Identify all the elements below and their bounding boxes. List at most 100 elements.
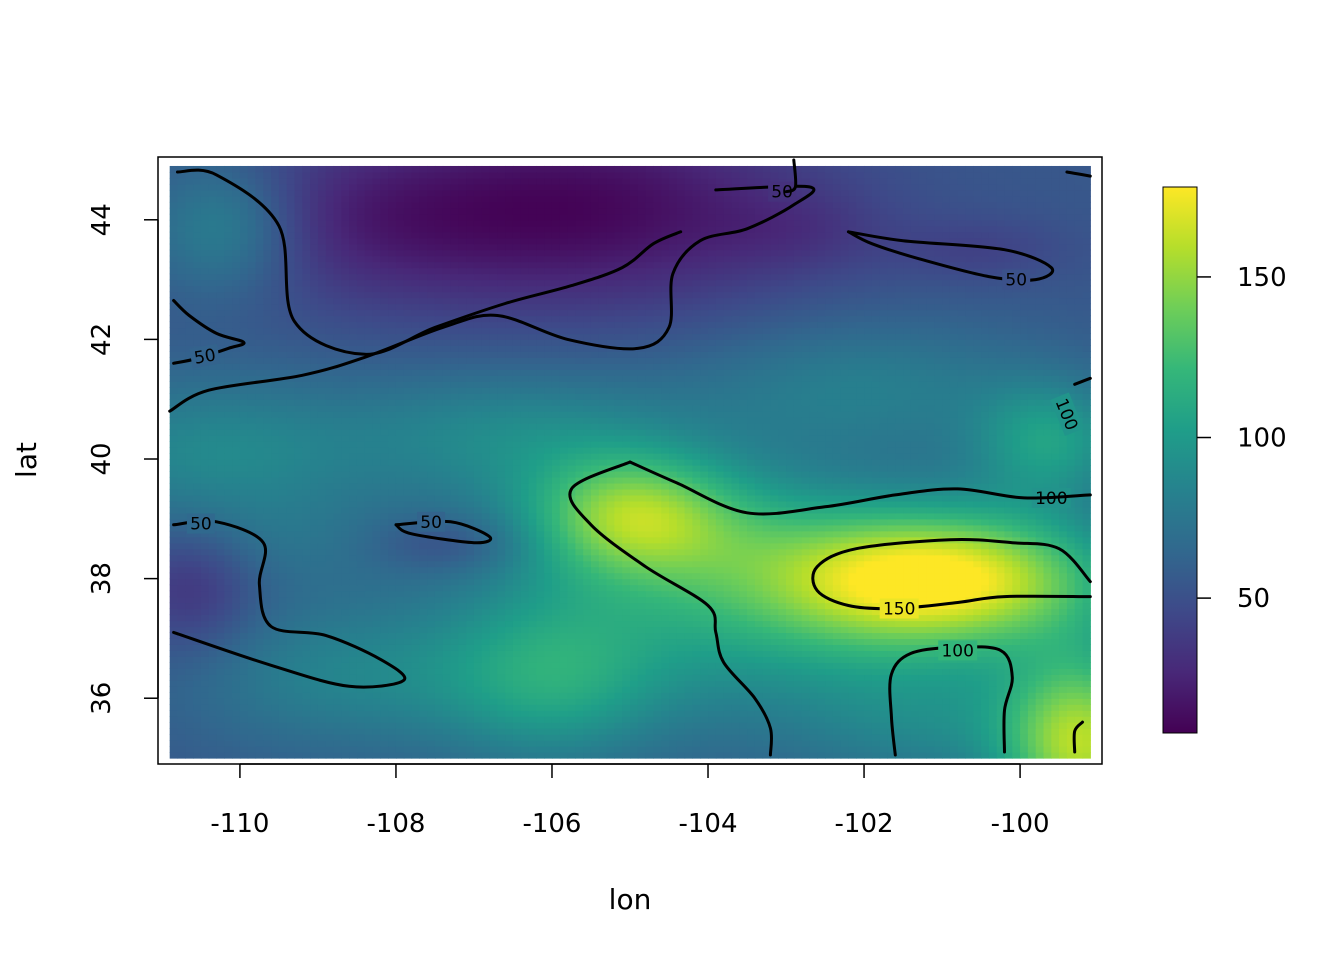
heat-cell: [708, 548, 717, 556]
heat-cell: [200, 656, 210, 663]
heat-cell: [333, 614, 342, 622]
heat-cell: [895, 698, 904, 705]
heat-cell: [489, 626, 498, 634]
heat-cell: [341, 554, 350, 562]
heat-cell: [380, 650, 389, 657]
heat-cell: [661, 722, 670, 729]
heat-cell: [910, 542, 920, 550]
heat-cell: [520, 512, 530, 520]
heat-cell: [481, 620, 491, 628]
heat-cell: [349, 650, 358, 657]
heat-cell: [684, 596, 694, 604]
heat-cell: [224, 596, 233, 604]
heat-cell: [676, 734, 686, 741]
heat-cell: [536, 644, 545, 651]
heat-cell: [965, 698, 974, 705]
heat-cell: [380, 638, 389, 645]
heat-cell: [817, 716, 826, 723]
heat-cell: [606, 578, 615, 586]
heat-cell: [606, 596, 615, 604]
heat-cell: [1051, 518, 1060, 526]
heat-cell: [606, 650, 615, 657]
heat-cell: [247, 518, 257, 526]
heat-cell: [466, 500, 475, 508]
heat-cell: [996, 596, 1006, 604]
heat-cell: [879, 572, 889, 580]
heat-cell: [817, 728, 826, 735]
heat-cell: [169, 524, 179, 532]
heat-cell: [263, 530, 272, 538]
heat-cell: [411, 620, 420, 628]
heat-cell: [403, 674, 413, 681]
heat-cell: [497, 650, 506, 657]
heat-cell: [294, 578, 303, 586]
heat-cell: [349, 698, 358, 705]
heat-cell: [411, 584, 420, 592]
heat-cell: [1020, 602, 1029, 610]
heat-cell: [427, 734, 436, 741]
heat-cell: [255, 506, 264, 514]
heat-cell: [606, 524, 615, 532]
heat-cell: [255, 518, 264, 526]
heat-cell: [403, 566, 413, 574]
heat-cell: [910, 566, 920, 574]
heat-cell: [224, 608, 233, 616]
heat-cell: [310, 752, 319, 759]
heat-cell: [871, 530, 881, 538]
heat-cell: [622, 698, 631, 705]
heat-cell: [934, 752, 943, 759]
heat-cell: [372, 512, 381, 520]
heat-cell: [739, 572, 748, 580]
heat-cell: [895, 512, 904, 520]
heat-cell: [996, 644, 1006, 651]
heat-cell: [848, 614, 857, 622]
heat-cell: [1027, 578, 1037, 586]
heat-cell: [395, 716, 405, 723]
heat-cell: [1020, 626, 1029, 634]
heat-cell: [739, 674, 748, 681]
heat-cell: [669, 572, 678, 580]
heat-cell: [450, 524, 459, 532]
heat-cell: [450, 698, 459, 705]
heat-cell: [1082, 506, 1091, 514]
heat-cell: [583, 584, 592, 592]
heat-cell: [512, 632, 522, 640]
heat-cell: [622, 674, 631, 681]
heat-cell: [380, 530, 389, 538]
heat-cell: [169, 560, 179, 568]
heat-cell: [232, 506, 241, 514]
heat-cell: [879, 722, 889, 729]
heat-cell: [942, 524, 951, 532]
heat-cell: [271, 656, 280, 663]
heat-cell: [177, 710, 186, 717]
heat-cell: [372, 518, 381, 526]
heat-cell: [926, 566, 935, 574]
heat-cell: [559, 626, 569, 634]
heat-cell: [528, 614, 537, 622]
heat-cell: [957, 530, 967, 538]
heat-cell: [575, 614, 584, 622]
heat-cell: [1059, 566, 1068, 574]
heat-cell: [427, 644, 436, 651]
heat-cell: [224, 674, 233, 681]
heat-cell: [442, 572, 452, 580]
heat-cell: [193, 626, 202, 634]
heat-cell: [864, 608, 873, 616]
heat-cell: [637, 614, 647, 622]
heat-cell: [317, 614, 327, 622]
heat-cell: [536, 668, 545, 675]
heat-cell: [598, 608, 608, 616]
heat-cell: [879, 668, 889, 675]
heat-cell: [676, 560, 686, 568]
heat-cell: [317, 662, 327, 669]
heat-cell: [450, 704, 459, 711]
heat-cell: [1066, 638, 1076, 645]
heat-cell: [590, 710, 600, 717]
heat-cell: [864, 644, 873, 651]
heat-cell: [871, 650, 881, 657]
heat-cell: [731, 536, 740, 544]
heat-cell: [700, 722, 709, 729]
heat-cell: [294, 656, 303, 663]
heat-cell: [949, 524, 959, 532]
heat-cell: [848, 722, 857, 729]
